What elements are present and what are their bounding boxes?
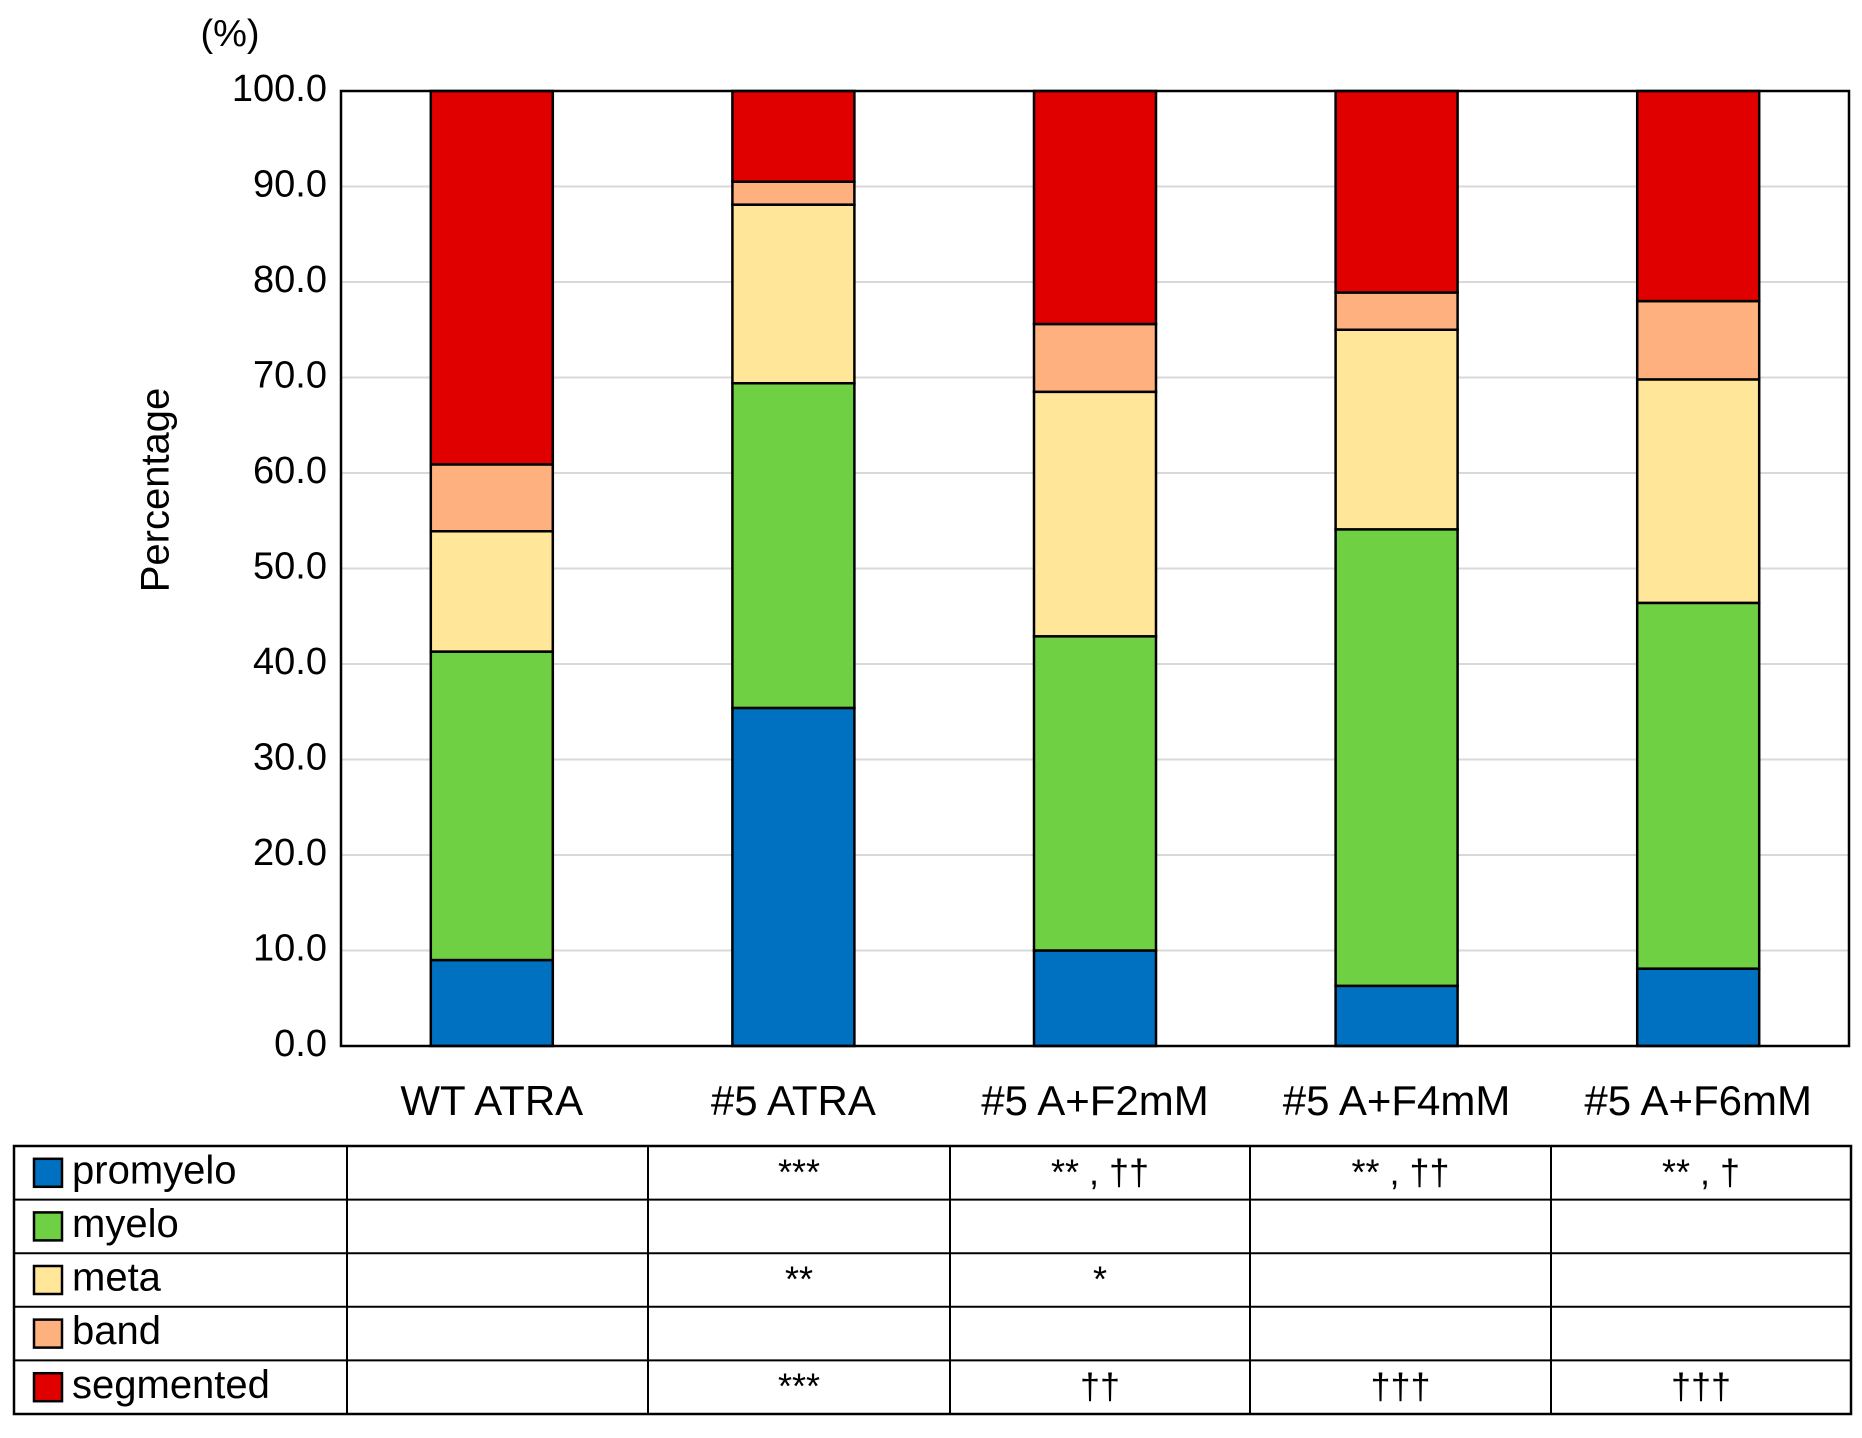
legend-label: meta [72, 1256, 162, 1300]
bar-segment [429, 89, 555, 466]
y-tick-label: 60.0 [253, 450, 327, 492]
bar-segment [1032, 390, 1158, 638]
bar-segment [429, 958, 555, 1048]
x-tick-label: #5 ATRA [711, 1077, 876, 1124]
bar-segment [1334, 291, 1459, 332]
bar-segment [1334, 89, 1459, 294]
significance-mark: ** [785, 1259, 813, 1300]
significance-mark: *** [778, 1366, 820, 1407]
legend-swatch [32, 1318, 64, 1349]
y-tick-label: 100.0 [232, 68, 327, 110]
y-tick-label: 90.0 [253, 164, 327, 206]
bar-segment [1334, 984, 1459, 1048]
bar-segment [1635, 89, 1761, 303]
bar-segment [1334, 528, 1459, 988]
legend-label: myelo [72, 1202, 179, 1246]
significance-mark: ** , †† [1351, 1151, 1449, 1192]
x-tick-label: #5 A+F2mM [981, 1077, 1209, 1124]
legend-swatch [32, 1371, 64, 1403]
bar-segment [429, 650, 555, 962]
bar-segment [731, 180, 856, 206]
bar-segment [731, 381, 856, 710]
bar-segment [1032, 322, 1158, 394]
significance-mark: ††† [1370, 1366, 1430, 1407]
significance-mark: ** , †† [1051, 1151, 1149, 1192]
legend-label: segmented [72, 1363, 270, 1407]
significance-mark: *** [778, 1151, 820, 1192]
y-tick-label: 10.0 [253, 928, 327, 970]
significance-mark: ** , † [1662, 1151, 1740, 1192]
bar-segment [1635, 601, 1761, 970]
y-tick-label: 30.0 [253, 737, 327, 779]
legend-label: band [72, 1309, 161, 1353]
y-tick-label: 50.0 [253, 546, 327, 588]
plot-frame [339, 89, 1851, 1048]
bar-segment [1635, 967, 1761, 1048]
x-tick-label: WT ATRA [400, 1077, 583, 1124]
significance-mark: ††† [1671, 1366, 1731, 1407]
bar-segment [1032, 635, 1158, 952]
bar-segment [731, 706, 856, 1048]
bar-segment [1032, 89, 1158, 326]
y-tick-label: 40.0 [253, 641, 327, 683]
bar-segment [1635, 378, 1761, 605]
bar-segment [731, 203, 856, 385]
y-tick-label: 20.0 [253, 832, 327, 874]
y-tick-label: 0.0 [274, 1023, 327, 1065]
legend-label: promyelo [72, 1148, 237, 1192]
y-unit: (%) [200, 13, 259, 55]
legend-swatch [32, 1211, 64, 1242]
y-tick-label: 80.0 [253, 259, 327, 301]
bar-segment [429, 463, 555, 533]
legend-swatch [32, 1264, 64, 1296]
x-tick-label: #5 A+F4mM [1283, 1077, 1511, 1124]
y-axis-label: Percentage [134, 388, 178, 593]
bar-segment [429, 530, 555, 653]
legend-swatch [32, 1157, 64, 1189]
bar-segment [1032, 949, 1158, 1048]
bar-segment [1334, 328, 1459, 531]
y-tick-label: 70.0 [253, 355, 327, 397]
bar-segment [731, 89, 856, 183]
significance-mark: * [1093, 1259, 1107, 1300]
significance-mark: †† [1080, 1366, 1120, 1407]
table-frame [12, 1144, 1853, 1416]
x-tick-label: #5 A+F6mM [1584, 1077, 1812, 1124]
bar-segment [1635, 299, 1761, 381]
